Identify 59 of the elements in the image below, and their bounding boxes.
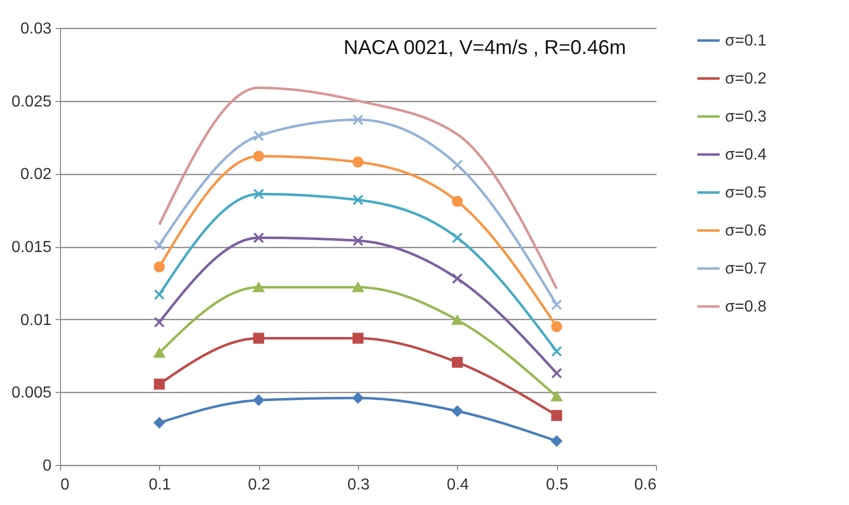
x-tick-label: 0.3 [347,476,370,494]
point [452,159,463,170]
point [253,232,264,244]
y-tick-label: 0 [42,458,52,474]
point [352,392,364,404]
point [253,394,264,406]
legend-label: σ=0.1 [725,32,767,50]
x-tick-label: 0.5 [546,476,568,494]
point [452,273,463,284]
point [352,114,364,126]
point [352,194,364,206]
x-tick-label: 0.1 [148,476,172,494]
y-tick-label: 0.015 [11,239,52,256]
x-tick-label: 0.4 [446,476,470,494]
point [452,232,463,244]
point [253,130,264,142]
y-tick-label: 0.03 [20,20,52,38]
point [352,235,364,246]
point [452,315,463,325]
x-tick-label: 0.6 [634,476,657,494]
point [551,321,562,332]
point [154,348,165,358]
x-tick-label: 0 [60,476,70,494]
point [253,188,264,200]
point [154,289,165,300]
legend-label: σ=0.2 [725,70,767,88]
point [452,406,463,417]
x-tick-label: 0.2 [248,476,270,494]
point [551,346,562,357]
point [551,410,562,421]
line-series [158,86,558,290]
legend-label: σ=0.3 [725,108,767,126]
point [253,332,264,344]
point [154,316,165,328]
point [452,196,463,207]
legend-label: σ=0.5 [725,184,767,202]
chart-title: NACA 0021, V=4m/s , R=0.46m [344,37,626,59]
point [154,261,165,272]
point [551,392,562,402]
point [551,299,562,310]
point [154,240,165,251]
legend-label: σ=0.7 [725,260,767,278]
y-tick-label: 0.025 [11,93,52,110]
y-tick-label: 0.02 [20,166,52,184]
point [352,282,364,292]
point [352,156,364,168]
y-tick-label: 0.01 [20,312,52,329]
point [253,150,264,162]
point [452,356,463,368]
point [551,368,562,379]
y-tick-label: 0.005 [11,384,52,402]
point [154,417,165,428]
legend-label: σ=0.8 [725,298,767,316]
point [551,435,562,446]
legend-label: σ=0.6 [725,222,767,240]
point [154,378,165,390]
legend-label: σ=0.4 [725,146,767,164]
point [253,282,264,292]
point [352,332,364,344]
